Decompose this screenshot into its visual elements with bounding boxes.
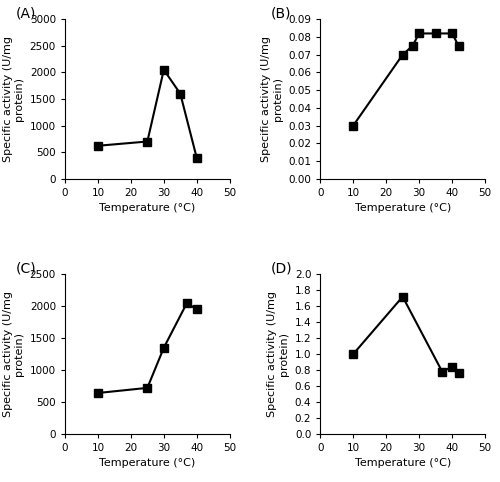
- Text: (C): (C): [16, 262, 36, 276]
- X-axis label: Temperature (°C): Temperature (°C): [354, 458, 451, 469]
- Y-axis label: Specific activity (U/mg
protein): Specific activity (U/mg protein): [261, 36, 282, 162]
- X-axis label: Temperature (°C): Temperature (°C): [99, 458, 196, 469]
- Text: (A): (A): [16, 7, 36, 21]
- X-axis label: Temperature (°C): Temperature (°C): [354, 203, 451, 214]
- Y-axis label: Specific activity (U/mg
protein): Specific activity (U/mg protein): [268, 291, 289, 417]
- Text: (D): (D): [271, 262, 292, 276]
- Y-axis label: Specific activity (U/mg
protein): Specific activity (U/mg protein): [2, 36, 24, 162]
- Text: (B): (B): [271, 7, 291, 21]
- X-axis label: Temperature (°C): Temperature (°C): [99, 203, 196, 214]
- Y-axis label: Specific activity (U/mg
protein): Specific activity (U/mg protein): [2, 291, 24, 417]
